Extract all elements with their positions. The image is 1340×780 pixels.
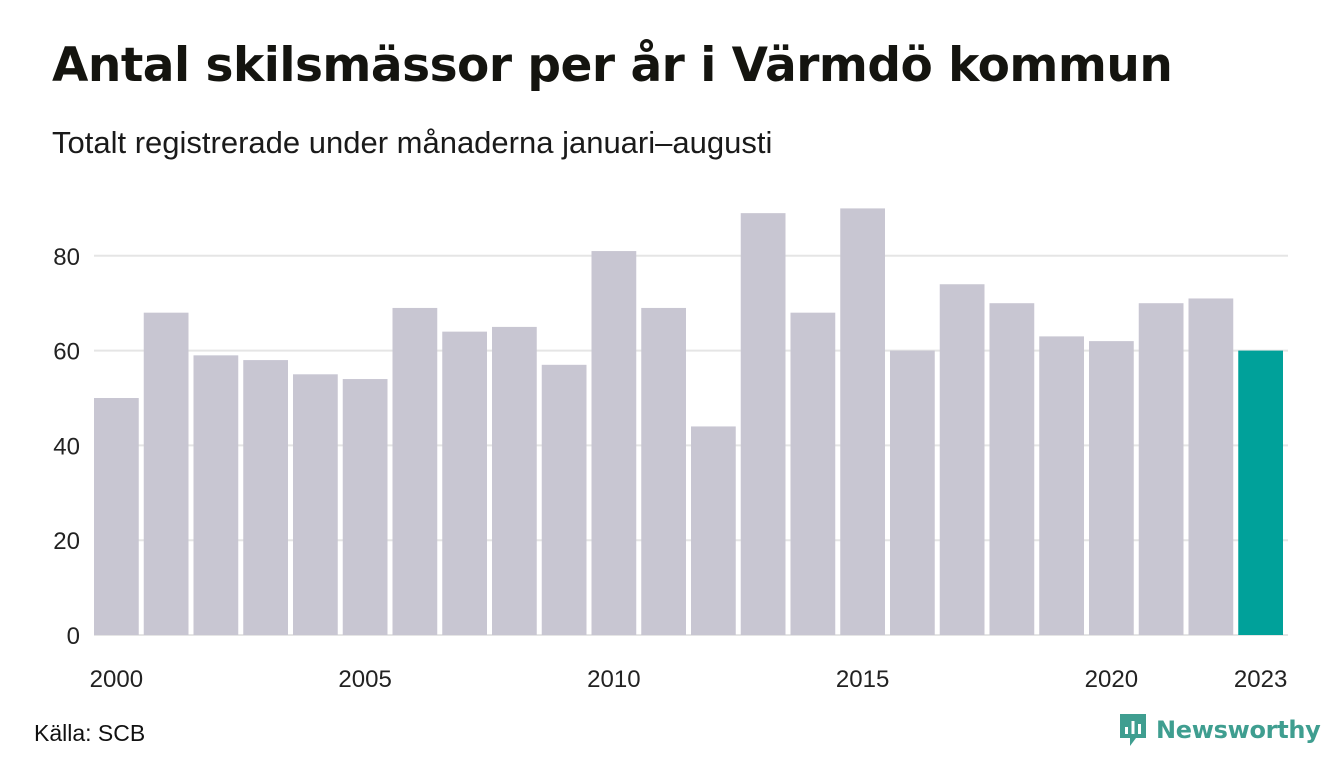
bar-2016 bbox=[890, 350, 935, 635]
bar-2003 bbox=[243, 360, 288, 635]
bar-2000 bbox=[94, 398, 139, 635]
x-tick-label-2023: 2023 bbox=[1234, 666, 1287, 693]
bar-2019 bbox=[1039, 336, 1084, 635]
bar-2007 bbox=[442, 331, 487, 635]
bar-2020 bbox=[1089, 341, 1134, 635]
brand-name: Newsworthy bbox=[1156, 716, 1321, 744]
bar-2001 bbox=[143, 312, 189, 635]
brand-mark: Newsworthy bbox=[1118, 712, 1321, 748]
bar-2009 bbox=[541, 364, 587, 635]
x-tick-label-2000: 2000 bbox=[90, 666, 143, 693]
source-note: Källa: SCB bbox=[34, 720, 146, 746]
x-tick-label-2010: 2010 bbox=[587, 666, 640, 693]
bar-2022 bbox=[1188, 298, 1234, 635]
bar-2004 bbox=[293, 374, 338, 635]
bar-2017 bbox=[939, 284, 985, 635]
y-tick-label-40: 40 bbox=[53, 433, 80, 460]
x-tick-label-2015: 2015 bbox=[836, 666, 889, 693]
x-tick-label-2005: 2005 bbox=[338, 666, 391, 693]
bar-2018 bbox=[989, 303, 1035, 635]
y-tick-label-60: 60 bbox=[53, 339, 80, 366]
bar-2023 bbox=[1238, 350, 1283, 635]
bar-2021 bbox=[1138, 303, 1184, 635]
bar-2006 bbox=[392, 307, 438, 635]
bar-2008 bbox=[492, 326, 537, 635]
newsworthy-logo-icon bbox=[1120, 714, 1146, 746]
bar-2002 bbox=[193, 355, 239, 635]
chart-subtitle: Totalt registrerade under månaderna janu… bbox=[52, 125, 773, 160]
y-tick-label-20: 20 bbox=[53, 528, 80, 555]
bar-2011 bbox=[641, 307, 686, 635]
bar-2013 bbox=[740, 213, 786, 635]
bar-2010 bbox=[591, 251, 637, 635]
chart-title: Antal skilsmässor per år i Värmdö kommun bbox=[52, 38, 1173, 93]
bar-2005 bbox=[342, 379, 388, 635]
x-tick-label-2020: 2020 bbox=[1085, 666, 1138, 693]
bar-2012 bbox=[691, 426, 736, 635]
y-tick-label-0: 0 bbox=[67, 623, 80, 650]
y-tick-label-80: 80 bbox=[53, 244, 80, 271]
bar-2015 bbox=[840, 208, 885, 635]
bar-2014 bbox=[790, 312, 836, 635]
